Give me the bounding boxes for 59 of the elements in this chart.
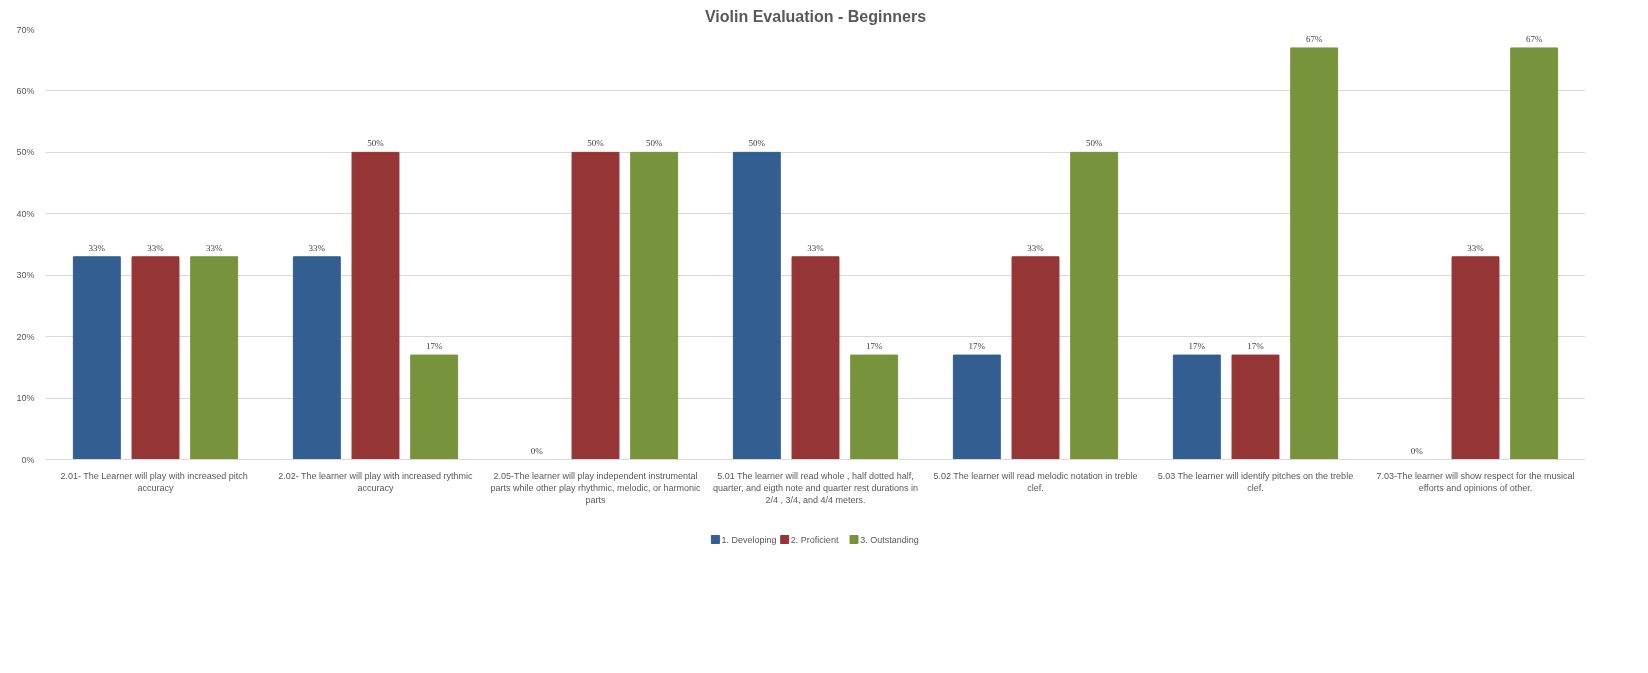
bar [1231, 354, 1280, 460]
bar [131, 256, 180, 460]
legend-label: 3. Outstanding [860, 534, 919, 545]
data-label: 17% [865, 341, 883, 352]
bar [952, 354, 1001, 460]
bar [72, 256, 121, 460]
data-label: 0% [530, 445, 544, 456]
legend-label: 1. Developing [721, 534, 777, 545]
bar [732, 151, 781, 460]
data-label: 0% [1410, 445, 1424, 456]
data-label: 33% [147, 242, 165, 253]
data-label: 33% [807, 242, 825, 253]
data-label: 33% [1467, 242, 1485, 253]
bar [1172, 354, 1221, 460]
x-tick-label: 2.05-The learner will play independent instrumental parts while other play rhythmic, melodic, or harmonic parts [490, 470, 702, 505]
data-label: 17% [1188, 341, 1206, 352]
data-label: 33% [1027, 242, 1045, 253]
bar [292, 256, 341, 460]
data-label: 17% [968, 341, 986, 352]
data-label: 17% [425, 341, 443, 352]
x-tick-label: 5.02 The learner will read melodic notation in treble clef. [933, 470, 1138, 493]
y-tick-label: 30% [16, 270, 35, 281]
bar [850, 354, 899, 460]
data-label: 50% [367, 138, 385, 149]
y-tick-label: 20% [16, 331, 35, 342]
bar [190, 256, 239, 460]
data-label: 50% [748, 138, 766, 149]
data-label: 67% [1525, 33, 1543, 44]
data-label: 50% [1085, 138, 1103, 149]
data-label: 50% [587, 138, 605, 149]
bar [630, 151, 679, 460]
x-tick-label: 2.02- The learner will play with increased rythmic accuracy [278, 470, 474, 493]
bar [1290, 47, 1339, 460]
y-tick-label: 40% [16, 208, 35, 219]
y-tick-label: 50% [16, 147, 35, 158]
data-label: 67% [1305, 33, 1323, 44]
x-tick-label: 5.01 The learner will read whole , half dotted half, quarter, and eigth note and quarter rest durations in 2/4 , 3/4, and 4/4 meters. [712, 470, 919, 505]
bar [351, 151, 400, 460]
data-label: 33% [88, 242, 106, 253]
chart-title: Violin Evaluation - Beginners [704, 7, 927, 25]
data-label: 33% [205, 242, 223, 253]
x-tick-label: 7.03-The learner will show respect for the musical efforts and opinions of other. [1376, 470, 1575, 493]
data-label: 17% [1247, 341, 1265, 352]
bar [1451, 256, 1500, 460]
bar [410, 354, 459, 460]
bar [1070, 151, 1119, 460]
data-label: 50% [645, 138, 663, 149]
bar [1011, 256, 1060, 460]
bar [1510, 47, 1559, 460]
y-tick-label: 60% [16, 85, 35, 96]
x-tick-label: 5.03 The learner will identify pitches on the treble clef. [1157, 470, 1354, 493]
x-tick-label: 2.01- The Learner will play with increased pitch accuracy [60, 470, 248, 493]
bar [791, 256, 840, 460]
bar [571, 151, 620, 460]
y-tick-label: 70% [16, 24, 35, 35]
data-label: 33% [308, 242, 326, 253]
y-tick-label: 10% [16, 393, 35, 404]
legend-label: 2. Proficient [790, 534, 839, 545]
y-tick-label: 0% [21, 454, 35, 465]
